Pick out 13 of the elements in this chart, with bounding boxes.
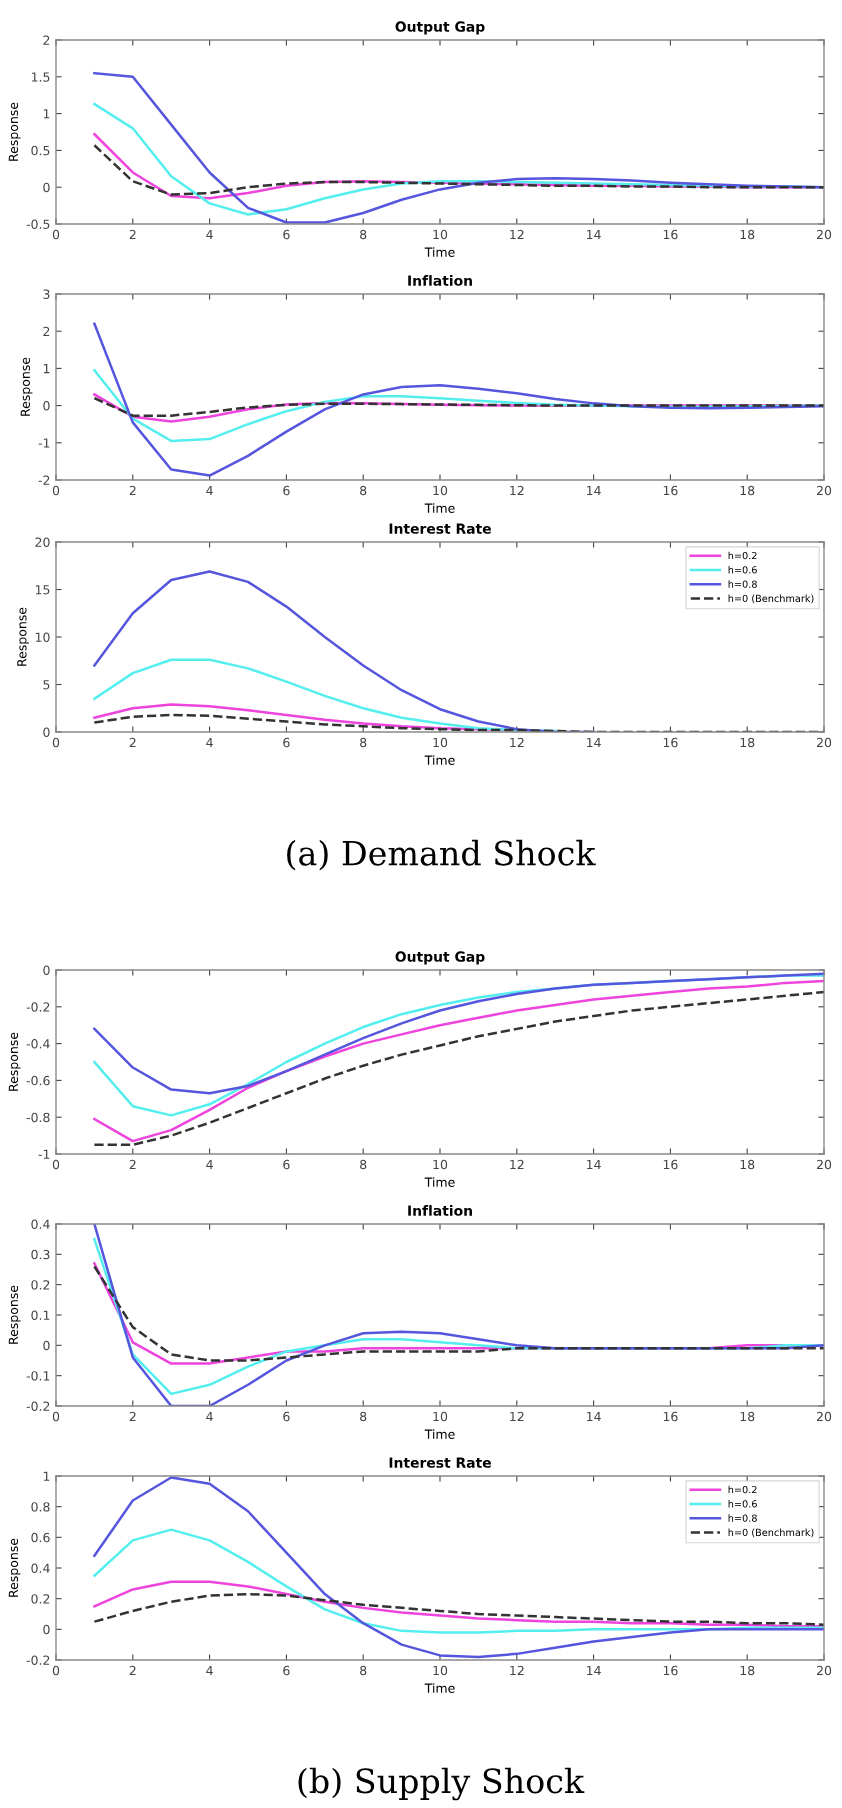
text: (b) Supply Shock	[298, 1767, 585, 1801]
line-series	[93, 322, 824, 477]
line-series	[93, 1592, 824, 1626]
line-series	[93, 369, 824, 443]
text: (a) Demand Shock	[287, 839, 596, 871]
line-series	[93, 1476, 824, 1659]
line-series	[93, 972, 824, 1095]
line-series	[93, 144, 824, 196]
line-series	[93, 658, 557, 732]
line-series	[93, 1528, 824, 1634]
line-series	[93, 1580, 824, 1628]
line-series	[93, 71, 824, 224]
line-series	[93, 396, 824, 417]
